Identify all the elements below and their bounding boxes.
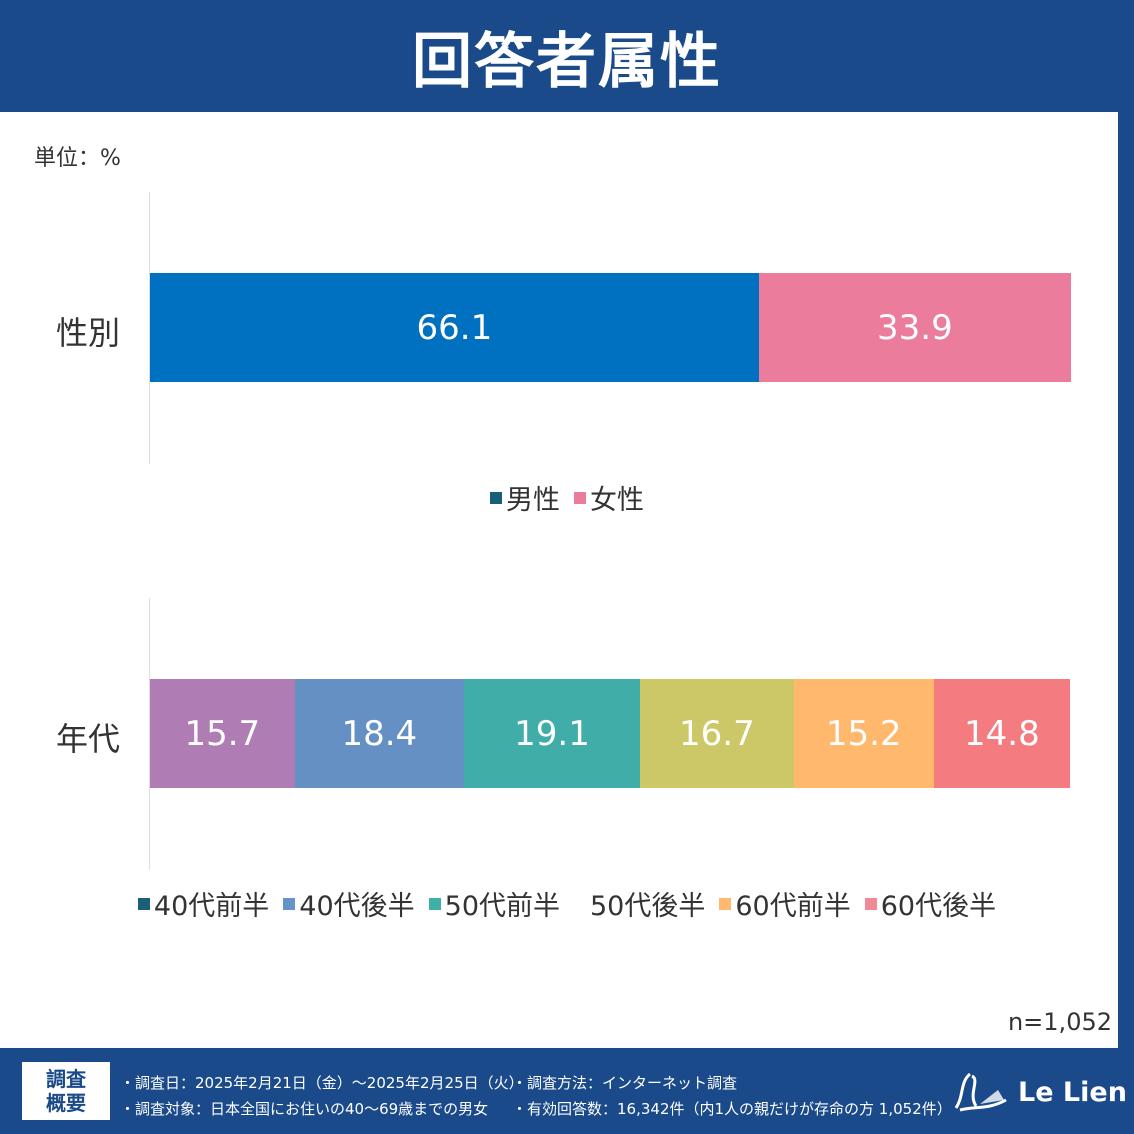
survey-date: ・調査日：2025年2月21日（金）～2025年2月25日（火） [120,1074,524,1092]
legend-marker [428,897,441,910]
summary-line1: 調査 [46,1067,86,1091]
chart-panel [0,112,1118,1048]
page-title: 回答者属性 [412,26,722,97]
legend-label: 60代前半 [735,891,851,922]
gender-legend: 男性 女性 [0,478,1134,517]
legend-label: 50代前半 [444,891,560,922]
legend-label: 女性 [590,485,644,516]
bar-segment: 18.4 [294,679,465,788]
survey-method: ・調査方法：インターネット調査 [512,1074,738,1092]
legend-item: 40代前半 [137,884,270,923]
category-label: 性別 [56,314,121,352]
legend-item: 60代後半 [864,884,997,923]
age-legend: 40代前半 40代後半 50代前半 50代後半 60代前半 60代後半 [0,884,1134,923]
legend-label: 40代後半 [299,891,415,922]
legend-label: 60代後半 [880,891,997,922]
unit-label: 単位：% [34,146,121,171]
legend-marker [719,897,732,910]
bar-segment: 19.1 [464,679,640,788]
legend-item: 50代後半 [574,884,705,923]
legend-item: 60代前半 [719,884,851,923]
legend-marker [490,491,502,504]
axis-line [149,192,150,464]
age-bar: 15.7 18.4 19.1 16.7 15.2 14.8 [150,679,1071,788]
legend-label: 40代前半 [153,891,270,922]
survey-summary-label: 調査 概要 [22,1062,110,1120]
legend-item: 男性 [490,478,560,517]
category-label: 年代 [56,720,121,758]
bar-segment: 14.8 [933,679,1071,788]
summary-line2: 概要 [46,1091,86,1115]
footer: 調査 概要 ・調査日：2025年2月21日（金）～2025年2月25日（火） ・… [0,1048,1134,1134]
survey-responses: ・有効回答数：16,342件（内1人の親だけが存命の方 1,052件） [512,1100,952,1118]
legend-marker [283,897,296,910]
logo-text: Le Lien [1018,1076,1127,1108]
gender-bar: 66.1 33.9 [150,273,1071,382]
legend-label: 男性 [506,485,560,516]
bar-segment: 66.1 [150,273,759,382]
legend-marker [864,897,877,910]
legend-marker [574,491,586,504]
bar-segment: 33.9 [758,273,1071,382]
legend-marker [137,897,150,910]
legend-item: 40代後半 [283,884,415,923]
legend-item: 女性 [574,478,644,517]
legend-item: 50代前半 [428,884,560,923]
sample-size: n=1,052 [1007,1008,1112,1036]
bar-segment: 15.2 [793,679,934,788]
axis-line [149,598,150,870]
logo-icon [954,1072,1007,1112]
survey-target: ・調査対象：日本全国にお住いの40～69歳までの男女 [120,1100,489,1118]
bar-segment: 15.7 [150,679,295,788]
bar-segment: 16.7 [639,679,794,788]
legend-label: 50代後半 [590,891,706,922]
legend-marker [574,897,586,910]
le-lien-logo: Le Lien [950,1070,1127,1114]
